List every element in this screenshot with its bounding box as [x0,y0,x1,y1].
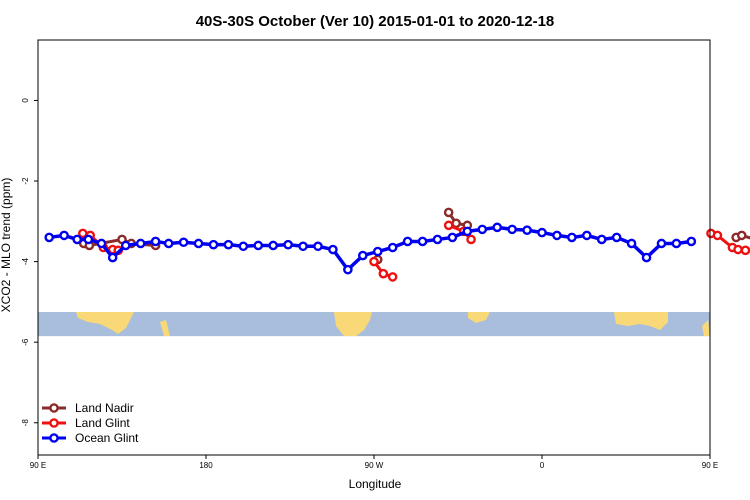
data-point [611,232,622,243]
map-land-1 [160,319,170,337]
map-ocean [38,311,710,337]
map-land-5 [702,319,710,337]
data-point [135,238,146,249]
data-point [283,239,293,250]
data-point [178,237,189,248]
data-point [193,238,204,249]
data-point [83,234,94,245]
data-point [417,236,428,247]
x-tick-label: 90 W [365,461,384,470]
x-axis: 90 E 180 90 W 0 90 E [30,455,718,470]
data-point [466,234,476,245]
data-point [223,239,234,250]
data-point [378,268,389,279]
x-tick-label: 90 E [30,461,46,470]
data-point [432,234,443,245]
data-point [596,234,607,245]
legend-entry: Ocean Glint [42,431,139,445]
map-land-0 [76,311,134,334]
chart-title: 40S-30S October (Ver 10) 2015-01-01 to 2… [196,13,555,30]
data-point [387,242,398,253]
map-land-3 [468,311,490,323]
y-tick-label: -4 [21,258,30,266]
data-point [268,240,279,251]
data-point [712,230,723,241]
data-point [120,240,131,251]
data-point [736,230,747,241]
x-tick-label: 90 E [702,461,718,470]
data-point [686,236,697,247]
legend-label: Land Nadir [75,401,134,415]
data-point [208,239,219,250]
x-tick-label: 0 [540,461,545,470]
data-point [626,238,637,249]
data-point [150,236,161,247]
data-point [96,238,107,249]
data-point [369,256,379,267]
legend-label: Land Glint [75,416,130,430]
data-point [44,232,55,243]
y-tick-label: -8 [21,419,30,427]
data-point [402,236,413,247]
legend-marker [49,418,59,428]
data-point [107,252,118,263]
data-point [343,264,353,275]
map-land-2 [334,311,372,337]
data-point [522,225,532,235]
data-point [447,232,458,243]
map-land-4 [614,311,668,330]
data-point [567,232,577,243]
data-point [59,230,69,241]
data-point [477,224,488,235]
data-point [372,246,383,257]
data-point [733,244,743,255]
y-axis: 0 -2 -4 -6 -8 [21,98,38,427]
data-point [641,252,652,263]
series-land-glint [78,220,750,282]
data-point [163,238,174,249]
data-point [313,241,323,252]
x-tick-label: 180 [199,461,213,470]
map-strip [38,311,710,337]
legend-marker [49,433,59,443]
data-point [238,241,249,252]
data-point [582,230,592,241]
y-axis-label: XCO2 - MLO trend (ppm) [0,178,13,313]
data-point [443,220,454,231]
data-point [492,222,503,233]
data-point [298,241,308,252]
data-point [552,230,562,241]
y-tick-label: 0 [21,98,30,103]
data-point [537,227,547,238]
x-axis-label: Longitude [349,477,402,491]
data-point [443,207,454,218]
legend-entry: Land Nadir [42,401,134,415]
series-layer [44,207,750,282]
data-point [387,272,398,282]
data-point [671,238,682,249]
y-tick-label: -6 [21,338,30,346]
data-point [253,240,264,251]
data-point [740,245,750,256]
data-point [656,238,667,249]
y-tick-label: -2 [21,177,30,185]
data-point [357,250,368,261]
legend-marker [49,403,59,413]
data-point [72,234,82,245]
data-point [328,244,338,255]
data-point [507,224,517,235]
data-point [462,226,473,237]
legend-label: Ocean Glint [75,431,139,445]
legend-entry: Land Glint [42,416,130,430]
series-ocean-glint [44,222,697,275]
